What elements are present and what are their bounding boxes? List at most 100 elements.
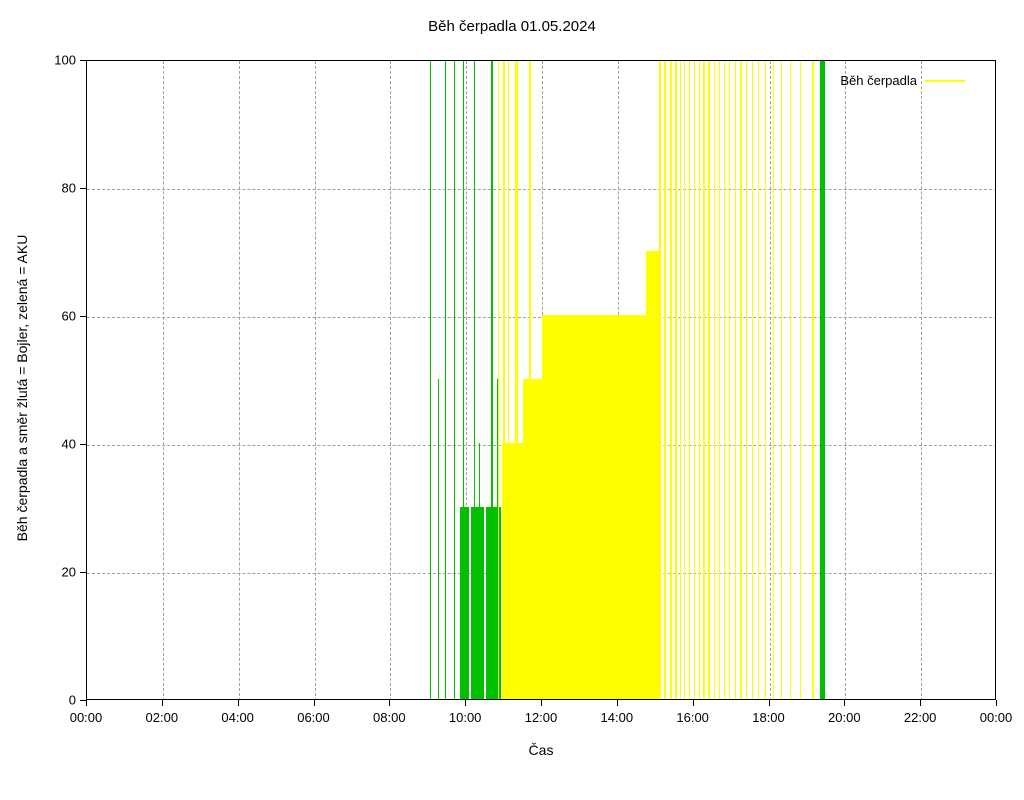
y-tick-label: 100 (54, 53, 76, 68)
data-bar (498, 60, 499, 699)
x-tick (617, 700, 618, 706)
x-tick-label: 16:00 (676, 710, 709, 725)
data-bar (680, 60, 681, 699)
data-bar (479, 443, 480, 699)
data-bar (781, 60, 782, 699)
y-tick-label: 80 (62, 181, 76, 196)
x-tick (541, 700, 542, 706)
data-bar (740, 60, 741, 699)
x-tick-label: 22:00 (904, 710, 937, 725)
grid-line-x (845, 61, 846, 700)
data-bar (474, 60, 475, 699)
y-tick-label: 40 (62, 437, 76, 452)
data-bar (438, 379, 439, 699)
chart-container: Běh čerpadla 01.05.2024 Běh čerpadla a s… (0, 0, 1024, 800)
x-tick (162, 700, 163, 706)
y-tick (80, 188, 86, 189)
x-tick (389, 700, 390, 706)
data-bar (454, 60, 455, 699)
plot-area: Běh čerpadla (86, 60, 996, 700)
data-bar (735, 60, 736, 699)
y-tick-label: 60 (62, 309, 76, 324)
data-bar (515, 60, 518, 699)
y-tick (80, 572, 86, 573)
x-tick (844, 700, 845, 706)
x-tick-label: 02:00 (146, 710, 179, 725)
data-bar (564, 379, 573, 699)
data-bar (445, 60, 446, 699)
x-tick-label: 18:00 (752, 710, 785, 725)
data-bar (659, 60, 661, 699)
data-bar (746, 60, 747, 699)
x-tick (238, 700, 239, 706)
x-tick (769, 700, 770, 706)
data-bar (765, 60, 766, 699)
x-tick (86, 700, 87, 706)
data-bar (800, 60, 801, 699)
data-bar (812, 60, 813, 699)
grid-line-x (390, 61, 391, 700)
legend-swatch (925, 80, 965, 82)
data-bar (463, 60, 464, 699)
data-bar (699, 60, 700, 699)
data-bar (503, 60, 506, 699)
data-bar (703, 60, 705, 699)
y-tick (80, 60, 86, 61)
y-tick (80, 444, 86, 445)
x-tick (996, 700, 997, 706)
x-tick-label: 20:00 (828, 710, 861, 725)
x-axis-label: Čas (529, 742, 554, 758)
data-bar (714, 60, 715, 699)
y-axis-label: Běh čerpadla a směr žlutá = Bojler, zele… (14, 235, 30, 542)
data-bar (593, 443, 596, 699)
data-bar (773, 60, 774, 699)
data-bar (684, 60, 685, 699)
data-bar (790, 60, 791, 699)
x-tick-label: 04:00 (221, 710, 254, 725)
data-bar (758, 60, 759, 699)
data-bar (460, 507, 469, 699)
x-tick-label: 06:00 (297, 710, 330, 725)
data-bar (675, 60, 677, 699)
x-tick-label: 14:00 (601, 710, 634, 725)
data-bar (820, 60, 825, 699)
data-bar (512, 443, 513, 699)
data-bar (724, 60, 725, 699)
data-bar (618, 315, 650, 699)
y-tick-label: 0 (69, 693, 76, 708)
data-bar (664, 60, 666, 699)
data-bar (430, 60, 431, 699)
data-bar (708, 60, 710, 699)
y-tick-label: 20 (62, 565, 76, 580)
data-bar (491, 60, 492, 699)
x-tick (920, 700, 921, 706)
x-tick-label: 12:00 (525, 710, 558, 725)
data-bar (605, 315, 608, 699)
data-bar (508, 60, 509, 699)
chart-legend: Běh čerpadla (840, 73, 965, 88)
data-bar (719, 60, 720, 699)
data-bar (580, 315, 586, 699)
data-bar (752, 60, 753, 699)
data-bar (729, 60, 730, 699)
x-tick (693, 700, 694, 706)
grid-line-x (239, 61, 240, 700)
data-bar (670, 60, 672, 699)
grid-line-x (770, 61, 771, 700)
chart-title: Běh čerpadla 01.05.2024 (0, 18, 1024, 35)
grid-line-x (921, 61, 922, 700)
data-bar (694, 60, 695, 699)
data-bar (689, 60, 690, 699)
x-tick (314, 700, 315, 706)
x-tick-label: 00:00 (980, 710, 1013, 725)
x-tick (465, 700, 466, 706)
data-bar (646, 251, 659, 699)
legend-label: Běh čerpadla (840, 73, 917, 88)
grid-line-x (315, 61, 316, 700)
grid-line-x (163, 61, 164, 700)
x-tick-label: 10:00 (449, 710, 482, 725)
x-tick-label: 00:00 (70, 710, 103, 725)
x-tick-label: 08:00 (373, 710, 406, 725)
data-bar (529, 60, 530, 699)
y-tick (80, 316, 86, 317)
